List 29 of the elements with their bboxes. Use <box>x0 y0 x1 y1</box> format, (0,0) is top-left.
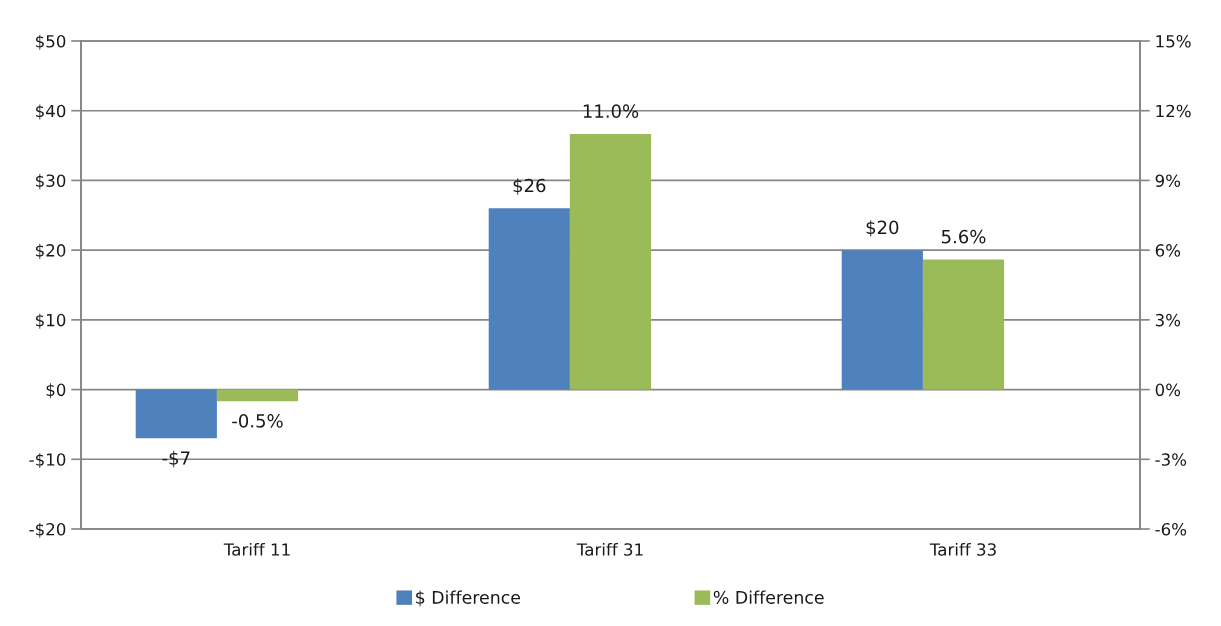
y-tick-label: $30 <box>35 174 66 190</box>
y2-tick-label: 9% <box>1155 174 1181 187</box>
x-tick-label: Tariff 31 <box>576 542 643 556</box>
y-tick-label: $0 <box>46 383 66 399</box>
data-label: $26 <box>513 178 546 195</box>
data-label: -0.5% <box>232 414 283 428</box>
y-tick-label: -$20 <box>29 522 66 538</box>
x-tick-label: Tariff 33 <box>929 542 996 556</box>
y2-tick-label: 6% <box>1155 244 1181 257</box>
data-label: 11.0% <box>583 104 639 118</box>
x-tick-label: Tariff 11 <box>223 542 290 556</box>
y-tick-label: $40 <box>35 104 66 120</box>
legend-label: $ Difference <box>416 590 521 607</box>
legend-label: % Difference <box>713 590 824 604</box>
y2-tick-label: 0% <box>1155 383 1181 397</box>
y-tick-label: $50 <box>35 34 66 50</box>
y2-tick-label: -3% <box>1155 453 1187 466</box>
bar <box>216 389 299 402</box>
y2-tick-label: 3% <box>1155 313 1181 327</box>
y2-tick-label: 15% <box>1156 34 1191 48</box>
y2-tick-label: 12% <box>1156 104 1191 118</box>
bar <box>135 389 217 439</box>
data-label: $20 <box>866 220 899 237</box>
data-label: 5.6% <box>941 229 986 244</box>
y-tick-label: -$10 <box>29 452 66 469</box>
y2-tick-label: -6% <box>1155 522 1187 536</box>
y-tick-label: $10 <box>35 313 66 329</box>
y-tick-label: $20 <box>35 243 66 259</box>
data-label: -$7 <box>162 450 190 468</box>
